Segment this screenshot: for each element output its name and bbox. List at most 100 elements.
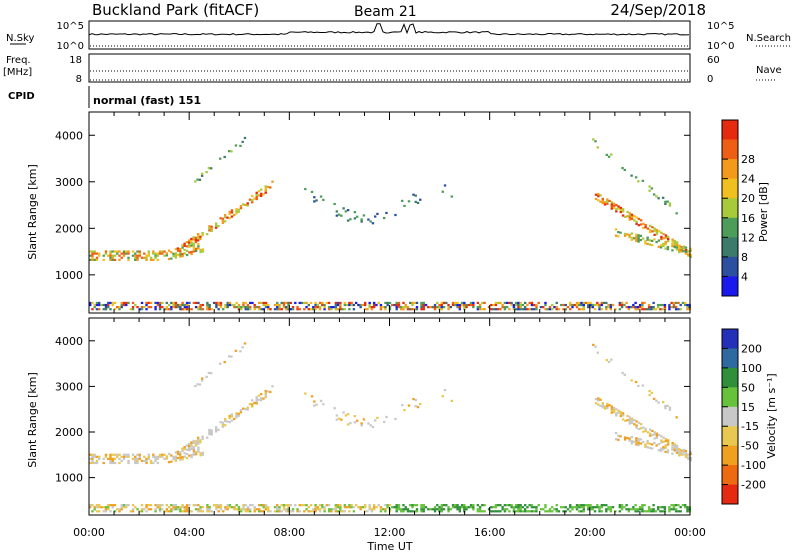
power-cell: [517, 301, 520, 305]
velocity-cell: [127, 455, 130, 458]
velocity-cell: [253, 401, 256, 404]
velocity-cell: [172, 508, 175, 511]
velocity-cell: [401, 404, 404, 407]
velocity-cell: [660, 439, 663, 442]
power-cell: [420, 306, 423, 309]
power-cell: [606, 198, 609, 201]
velocity-cell: [230, 419, 234, 422]
velocity-cell: [632, 440, 636, 443]
velocity-cell: [648, 432, 652, 435]
velocity-cell: [91, 459, 94, 463]
power-cell: [614, 234, 618, 237]
velocity-cell: [652, 508, 655, 511]
power-cell: [456, 301, 459, 305]
power-cell: [145, 303, 148, 307]
power-cell: [339, 308, 342, 311]
power-cell: [91, 256, 94, 259]
power-cell: [560, 303, 563, 307]
power-cell: [348, 301, 351, 305]
power-cell: [582, 301, 585, 305]
velocity-cell: [503, 508, 507, 511]
power-cell: [253, 197, 256, 200]
power-cell: [104, 306, 108, 309]
velocity-cell: [152, 461, 155, 465]
velocity-cell: [243, 342, 247, 345]
velocity-cell: [674, 508, 678, 511]
velocity-cell: [89, 461, 92, 465]
time-tick-label: 20:00: [574, 526, 606, 539]
velocity-cell: [181, 510, 184, 513]
power-cell: [499, 308, 502, 311]
velocity-colorbar-segment: [722, 484, 738, 505]
power-cell: [214, 226, 218, 229]
velocity-cell: [199, 508, 202, 511]
power-cell: [496, 301, 500, 305]
velocity-cell: [327, 510, 331, 513]
power-cell: [367, 218, 370, 221]
power-cell: [131, 306, 135, 309]
velocity-cell: [617, 438, 620, 441]
velocity-cell: [406, 510, 410, 513]
power-colorbar-tick-label: 24: [741, 173, 755, 186]
power-cell: [178, 249, 182, 253]
power-cell: [651, 226, 654, 229]
velocity-cell: [463, 506, 466, 509]
velocity-cell: [206, 510, 209, 513]
velocity-cell: [503, 510, 507, 513]
power-cell: [127, 256, 130, 259]
velocity-cell: [584, 504, 588, 507]
velocity-cell: [636, 510, 640, 513]
velocity-cell: [492, 510, 495, 513]
power-cell: [233, 306, 236, 309]
velocity-cell: [611, 506, 615, 509]
power-cell: [172, 254, 175, 258]
velocity-cell: [661, 401, 665, 404]
velocity-cell: [145, 459, 148, 463]
velocity-cell: [199, 439, 202, 442]
velocity-cell: [278, 510, 281, 513]
power-cell: [597, 195, 600, 198]
power-cell: [109, 250, 112, 253]
velocity-cell: [438, 506, 441, 509]
power-cell: [89, 254, 92, 257]
power-cell: [196, 178, 199, 181]
power-cell: [197, 245, 200, 248]
power-cell: [217, 301, 220, 305]
velocity-cell: [134, 455, 137, 458]
velocity-cell: [350, 506, 353, 509]
power-cell: [670, 301, 673, 305]
velocity-cell: [478, 506, 482, 509]
power-cell: [206, 303, 209, 307]
power-cell: [355, 215, 359, 218]
velocity-cell: [199, 441, 202, 444]
velocity-cell: [440, 504, 443, 507]
power-cell: [505, 306, 509, 309]
velocity-cell: [523, 504, 527, 507]
power-cell: [514, 303, 518, 307]
velocity-cell: [662, 448, 665, 451]
velocity-cell: [244, 504, 247, 507]
power-cell: [343, 303, 347, 307]
power-cell: [615, 210, 618, 213]
velocity-cell: [607, 360, 611, 364]
power-cell: [377, 301, 380, 305]
power-cell: [165, 252, 169, 255]
power-cell: [278, 306, 281, 309]
velocity-cell: [205, 375, 208, 379]
power-cell: [481, 308, 484, 311]
velocity-cell: [273, 506, 277, 509]
power-cell: [125, 303, 128, 307]
velocity-cell: [589, 506, 592, 509]
velocity-cell: [672, 508, 676, 511]
power-cell: [512, 308, 516, 311]
power-cell: [472, 306, 475, 309]
velocity-cell: [339, 508, 342, 511]
power-cell: [625, 301, 628, 305]
power-cell: [237, 210, 240, 213]
power-cell: [208, 308, 211, 311]
velocity-cell: [102, 510, 105, 513]
velocity-cell: [258, 508, 261, 511]
velocity-cell: [140, 508, 144, 511]
power-cell: [305, 301, 308, 305]
velocity-cell: [298, 504, 301, 507]
